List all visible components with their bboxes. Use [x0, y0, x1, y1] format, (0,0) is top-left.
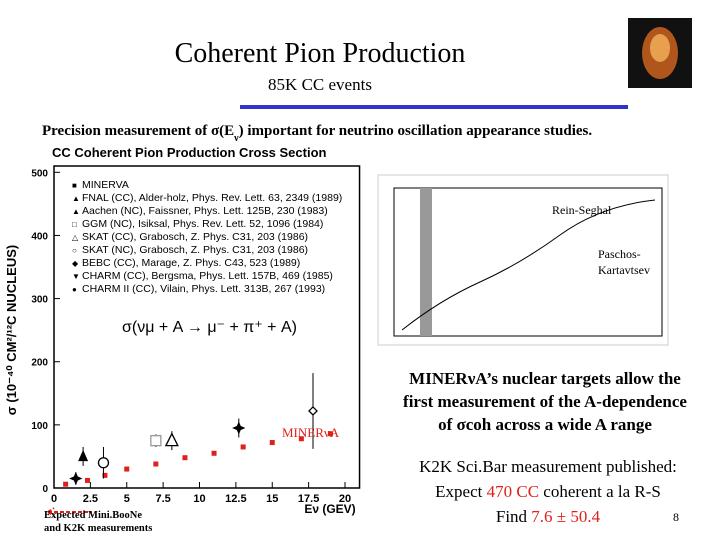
subtitle: 85K CC events	[268, 75, 372, 94]
point	[97, 457, 110, 469]
x-tick-label: 5	[124, 493, 130, 505]
x-tick-label: 0	[51, 493, 57, 505]
legend-symbol: ■	[72, 181, 77, 190]
inset-plot	[377, 174, 669, 346]
k2k-part: 7.6 ± 50.4	[531, 507, 600, 526]
point	[69, 471, 83, 486]
x-tick-label: 2.5	[83, 493, 98, 505]
x-tick-label: 17.5	[298, 493, 319, 505]
x-axis-label: Eν (GEV)	[304, 502, 355, 516]
x-tick-label: 12.5	[225, 493, 246, 505]
minerva-point	[124, 466, 130, 472]
legend-entry: FNAL (CC), Alder-holz, Phys. Rev. Lett. …	[82, 192, 342, 204]
point	[164, 432, 179, 447]
legend-entry: GGM (NC), Isiksal, Phys. Rev. Lett. 52, …	[82, 218, 323, 230]
legend-symbol: ○	[72, 246, 77, 255]
y-tick-label: 500	[31, 168, 48, 179]
point	[308, 406, 318, 416]
k2k-line: K2K Sci.Bar measurement published:	[419, 457, 677, 476]
formula: σ(νμ + A → μ⁻ + π⁺ + A)	[122, 319, 297, 336]
intro-part: σ	[211, 123, 220, 139]
x-tick-label: 15	[266, 493, 278, 505]
y-tick-label: 200	[31, 358, 48, 369]
legend-entry: CHARM II (CC), Vilain, Phys. Lett. 313B,…	[82, 283, 325, 295]
legend-symbol: ◆	[72, 259, 79, 268]
right-text: of σcoh across a wide A range	[438, 415, 652, 434]
inset-label: Rein-Seghal	[552, 203, 612, 217]
legend-symbol: ▲	[72, 194, 80, 203]
right-text: MINERνA’s nuclear targets allow the	[409, 369, 681, 388]
legend-entry: Aachen (NC), Faissner, Phys. Lett. 125B,…	[82, 205, 328, 217]
k2k-line: Find 7.6 ± 50.4	[496, 507, 601, 526]
legend-symbol: ▲	[72, 207, 80, 216]
intro-part: Precision measurement of	[42, 123, 211, 139]
range-arrow	[47, 507, 92, 517]
right-text: first measurement of the A-dependence	[403, 392, 687, 411]
inset-band	[420, 188, 432, 336]
minerva-point	[269, 440, 275, 446]
y-tick-label: 400	[31, 231, 48, 242]
intro: Precision measurement of σ(Eν) important…	[42, 123, 592, 144]
y-tick-label: 300	[31, 295, 48, 306]
x-tick-label: 10	[193, 493, 205, 505]
y-axis-label: σ (10⁻⁴⁰ CM²/¹²C NUCLEUS)	[4, 245, 19, 415]
intro-part: ν	[233, 133, 239, 144]
legend-symbol: △	[72, 233, 79, 242]
legend-symbol: ▼	[72, 272, 80, 281]
minerva-point	[182, 455, 188, 461]
legend-entry: CHARM (CC), Bergsma, Phys. Lett. 157B, 4…	[82, 270, 333, 282]
chart-title: CC Coherent Pion Production Cross Sectio…	[52, 145, 327, 160]
plot-frame	[53, 165, 361, 489]
minerva-point	[84, 477, 90, 483]
page-number: 8	[673, 510, 679, 524]
k2k-part: K2K Sci.Bar measurement published:	[419, 457, 677, 476]
note: and K2K measurements	[44, 523, 152, 534]
annotation: MINERνA	[282, 425, 340, 440]
x-tick-label: 20	[339, 493, 351, 505]
minerva-point	[298, 436, 304, 442]
legend-entry: MINERVA	[82, 179, 129, 191]
inset-curve	[401, 199, 656, 331]
legend-entry: SKAT (NC), Grabosch, Z. Phys. C31, 203 (…	[82, 244, 308, 256]
minerva-point	[240, 444, 246, 450]
k2k-part: Find	[496, 507, 531, 526]
inset-label: Kartavtsev	[598, 263, 650, 277]
legend-entry: SKAT (CC), Grabosch, Z. Phys. C31, 203 (…	[82, 231, 308, 243]
legend-symbol: □	[72, 220, 77, 229]
k2k-part: 470 CC	[487, 482, 539, 501]
minerva-point	[153, 461, 159, 467]
k2k-part: Expect	[435, 482, 486, 501]
portrait-highlight	[650, 34, 670, 62]
intro-part: ) important for neutrino oscillation app…	[239, 123, 593, 139]
point	[150, 434, 162, 447]
x-tick-label: 7.5	[155, 493, 170, 505]
legend-symbol: ●	[72, 285, 77, 294]
inset-label: Paschos-	[598, 247, 641, 261]
y-tick-label: 100	[31, 421, 48, 432]
k2k-line: Expect 470 CC coherent a la R-S	[435, 482, 661, 501]
legend-entry: BEBC (CC), Marage, Z. Phys. C43, 523 (19…	[82, 257, 300, 269]
note: Expected Mini.BooNe	[44, 510, 142, 521]
minerva-point	[63, 481, 69, 487]
point	[78, 449, 89, 462]
y-tick-label: 0	[42, 484, 48, 495]
intro-part: (E	[219, 123, 234, 139]
minerva-point	[102, 472, 108, 478]
title: Coherent Pion Production	[175, 38, 466, 69]
k2k-part: coherent a la R-S	[539, 482, 661, 501]
minerva-point	[211, 450, 217, 456]
point	[232, 421, 246, 435]
inset-axes	[393, 187, 663, 337]
minerva-point	[327, 431, 333, 437]
